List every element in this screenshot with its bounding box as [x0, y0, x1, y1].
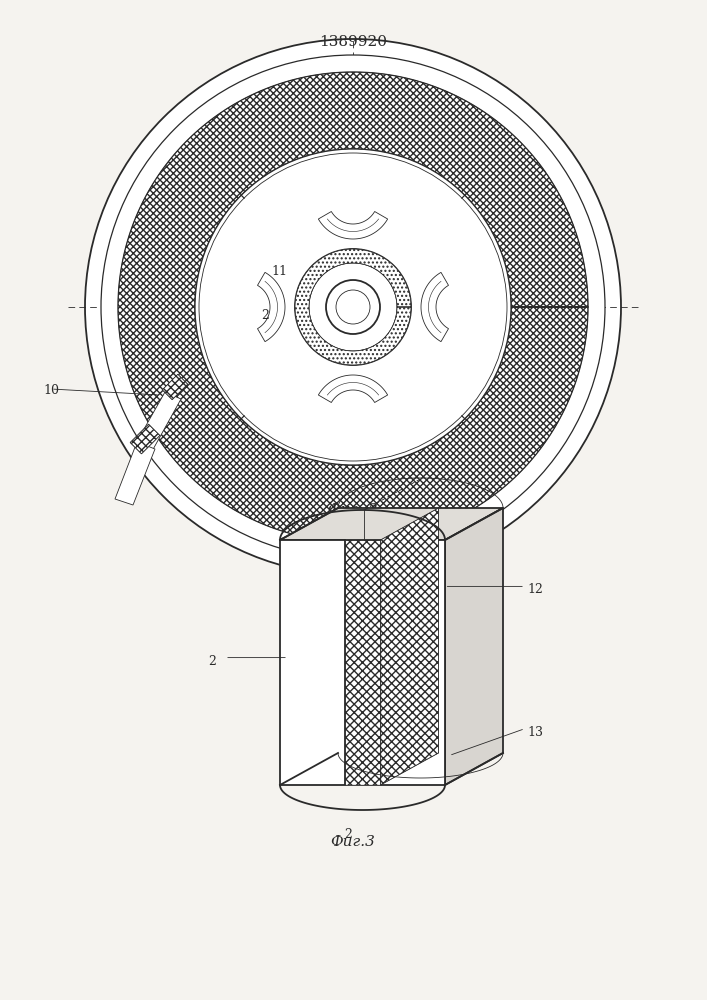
Text: Фиг. 2: Фиг. 2 [328, 503, 378, 517]
Text: 11: 11 [271, 265, 287, 278]
Circle shape [336, 290, 370, 324]
Circle shape [295, 249, 411, 365]
Circle shape [309, 263, 397, 351]
Text: 13: 13 [527, 726, 543, 739]
Text: 2: 2 [261, 309, 269, 322]
Polygon shape [280, 540, 344, 785]
Polygon shape [130, 424, 160, 454]
Circle shape [199, 153, 507, 461]
Polygon shape [163, 374, 188, 400]
Text: 1389920: 1389920 [319, 35, 387, 49]
Polygon shape [445, 508, 503, 785]
Polygon shape [280, 508, 503, 540]
Polygon shape [344, 540, 380, 785]
Circle shape [195, 149, 511, 465]
Circle shape [326, 280, 380, 334]
Text: 2: 2 [208, 655, 216, 668]
Polygon shape [115, 442, 155, 505]
Text: 12: 12 [527, 583, 543, 596]
Polygon shape [118, 72, 588, 542]
Text: Фиг.3: Фиг.3 [331, 835, 375, 849]
Polygon shape [318, 375, 387, 402]
Polygon shape [380, 540, 445, 785]
Polygon shape [295, 249, 411, 365]
Text: 10: 10 [43, 384, 59, 397]
Text: 2: 2 [344, 828, 352, 841]
Circle shape [85, 39, 621, 575]
Polygon shape [257, 272, 285, 342]
Polygon shape [318, 212, 387, 239]
Polygon shape [421, 272, 448, 342]
Polygon shape [135, 392, 181, 453]
Circle shape [101, 55, 605, 559]
Polygon shape [380, 508, 438, 785]
